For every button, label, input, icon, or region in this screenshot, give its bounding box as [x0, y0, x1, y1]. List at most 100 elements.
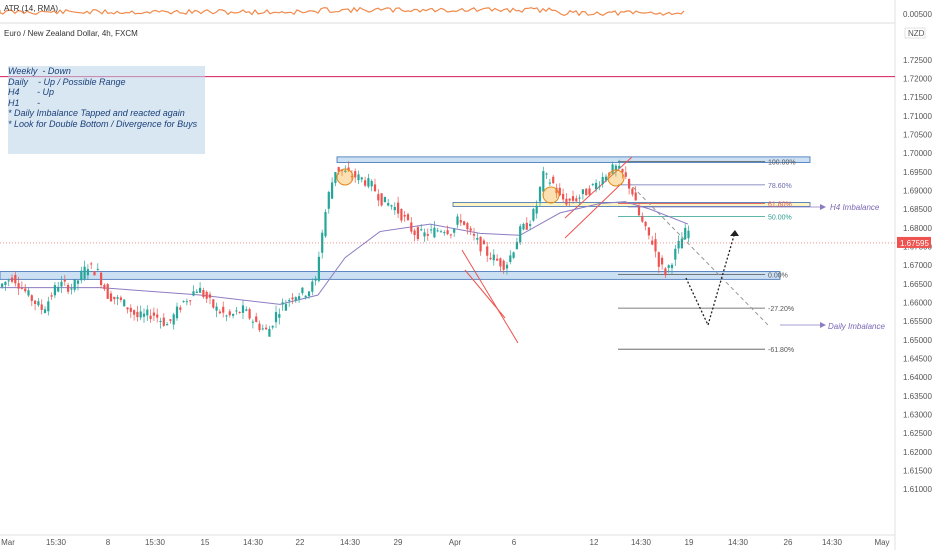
- x-tick-label: 15:30: [46, 538, 67, 547]
- candle-body: [30, 295, 33, 301]
- candle-body: [631, 188, 634, 195]
- swing-high-marker: [542, 186, 560, 204]
- candle-body: [499, 258, 502, 267]
- note-line: * Daily Imbalance Tapped and reacted aga…: [8, 108, 185, 118]
- fib-extension[interactable]: 100.00% 78.60% 61.80% 50.00% 0.00% -27.20% -61…: [618, 159, 796, 354]
- fib-level-label: 61.80%: [768, 202, 792, 209]
- candle-body: [314, 278, 317, 281]
- candle-body: [595, 182, 598, 190]
- candle-body: [265, 327, 268, 330]
- candle-body: [63, 279, 66, 282]
- top-supply-zone[interactable]: [336, 156, 811, 163]
- candle-body: [238, 311, 241, 313]
- candle-body: [149, 315, 152, 320]
- candle-body: [40, 304, 43, 310]
- x-tick-label: 12: [590, 538, 599, 547]
- candle-body: [73, 279, 76, 290]
- x-tick-label: May: [874, 538, 889, 547]
- candle-body: [50, 295, 53, 297]
- candle-body: [568, 198, 571, 201]
- candle-body: [413, 230, 416, 236]
- candle-body: [327, 192, 330, 209]
- y-tick-label: 1.64500: [903, 355, 932, 364]
- projected-trendline[interactable]: [627, 181, 769, 326]
- candle-body: [512, 252, 515, 258]
- atr-indicator-title: ATR (14, RMA): [4, 4, 59, 13]
- candle-body: [248, 309, 251, 319]
- candle-body: [403, 215, 406, 217]
- fib-level-label: 100.00%: [768, 159, 796, 166]
- y-tick-label: 1.68500: [903, 205, 932, 214]
- y-tick-label: 1.65000: [903, 336, 932, 345]
- y-tick-label: 1.68000: [903, 224, 932, 233]
- candle-body: [472, 233, 476, 236]
- x-tick-label: 19: [685, 538, 694, 547]
- candle-body: [90, 263, 93, 265]
- candle-body: [496, 258, 499, 261]
- candle-body: [281, 302, 284, 305]
- candle-body: [387, 202, 390, 206]
- candle-body: [436, 230, 439, 232]
- daily-imbalance-zone[interactable]: [0, 271, 781, 280]
- candle-body: [175, 306, 179, 319]
- candle-body: [360, 177, 363, 180]
- candle-body: [486, 246, 489, 256]
- candle-body: [482, 240, 485, 245]
- channel-line-up-upper[interactable]: [564, 156, 633, 219]
- candle-body: [397, 202, 400, 214]
- candle-body: [17, 283, 20, 289]
- candle-body: [162, 317, 165, 326]
- h4-imbalance-label: H4 Imbalance: [830, 203, 880, 212]
- candle-body: [393, 206, 396, 211]
- h4-imbalance-zone[interactable]: [452, 202, 811, 207]
- candle-body: [43, 309, 47, 313]
- candle-body: [126, 307, 129, 310]
- candle-body: [1, 283, 4, 287]
- y-tick-label: 1.62000: [903, 448, 932, 457]
- swing-high-marker: [336, 168, 354, 186]
- candle-body: [522, 223, 525, 230]
- candle-body: [304, 295, 307, 298]
- y-tick-label: 1.64000: [903, 373, 932, 382]
- y-tick-label: 1.70500: [903, 130, 932, 139]
- candle-body: [581, 189, 584, 194]
- note-line: H1 -: [8, 97, 41, 108]
- candle-body: [215, 306, 218, 311]
- y-axis: 1.72500 1.72000 1.71500 1.71000 1.70500 1.700…: [903, 56, 932, 494]
- candle-body: [205, 291, 208, 299]
- candle-body: [525, 222, 528, 230]
- candle-body: [535, 205, 538, 214]
- candle-body: [469, 228, 472, 231]
- candle-body: [274, 312, 278, 323]
- candle-body: [377, 194, 380, 201]
- x-tick-label: Apr: [449, 538, 462, 547]
- candle-body: [367, 178, 370, 187]
- candle-body: [667, 265, 670, 268]
- candle-body: [340, 170, 344, 172]
- candle-body: [591, 183, 594, 185]
- candle-body: [538, 186, 542, 202]
- note-line: Weekly - Down: [8, 66, 71, 76]
- candle-body: [628, 179, 631, 189]
- candle-body: [199, 287, 202, 293]
- projected-path: [685, 231, 736, 327]
- current-price-value: 1.67595: [900, 239, 929, 248]
- channel-line-down-upper[interactable]: [461, 249, 519, 344]
- candle-body: [24, 288, 27, 292]
- candle-body: [446, 230, 449, 235]
- channel-line-up-lower[interactable]: [564, 182, 623, 239]
- candle-body: [261, 328, 264, 330]
- candle-body: [142, 313, 146, 317]
- candle-body: [255, 316, 258, 323]
- candle-body: [116, 297, 119, 299]
- candle-body: [618, 165, 621, 169]
- note-line: H4 - Up: [8, 87, 55, 97]
- candle-body: [542, 171, 545, 192]
- x-tick-label: Mar: [1, 538, 15, 547]
- candle-body: [83, 266, 86, 280]
- currency-badge-box: [904, 27, 926, 39]
- projected-arrowhead: [730, 230, 739, 236]
- candle-body: [232, 314, 235, 316]
- candle-body: [172, 314, 175, 325]
- channel-line-down-lower[interactable]: [464, 269, 506, 319]
